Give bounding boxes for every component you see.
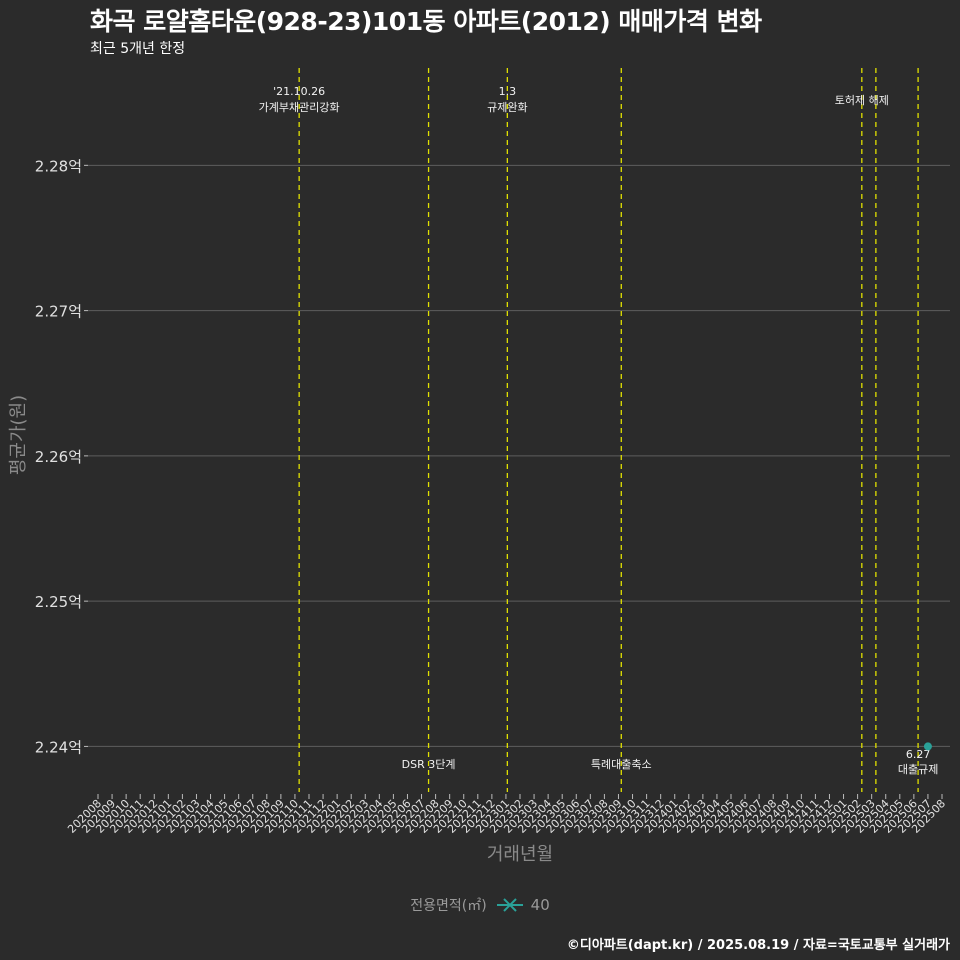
annotation-label: '21.10.26 [273,85,325,98]
legend-entry-label: 40 [530,896,550,914]
y-tick-label: 2.26억 [35,448,82,466]
y-tick-label: 2.25억 [35,593,82,611]
data-point [923,742,932,751]
annotation-label: 토허제 해제 [835,93,889,107]
annotation-label: 규제완화 [487,101,527,114]
annotation-label: 6.27 [906,748,931,761]
grid-layer [84,164,950,747]
y-tick-labels: 2.24억 2.25억 2.26억 2.27억 2.28억 [35,157,82,756]
annotation-label: 대출규제 [898,763,938,776]
y-tick-label: 2.28억 [35,157,82,175]
policy-lines [298,68,919,792]
chart-subtitle: 최근 5개년 한정 [90,41,186,57]
chart-title: 화곡 로얄홈타운(928-23)101동 아파트(2012) 매매가격 변화 [90,7,762,36]
x-axis-title: 거래년월 [487,844,553,865]
annotation-label: 1.3 [499,85,517,98]
annotation-label: 특례대출축소 [591,758,652,771]
annotation-label: DSR 3단계 [402,758,456,771]
annotation-label: 가계부채관리강화 [259,101,340,114]
series-layer [923,742,932,751]
y-axis-title: 평균가(원) [8,395,29,475]
x-tick-labels: 2020082020092020102020112020122021012021… [65,794,948,836]
footer-credit: ©디아파트(dapt.kr) / 2025.08.19 / 자료=국토교통부 실… [566,938,950,953]
legend-key-icon [496,898,523,912]
legend: 전용면적(㎡) 40 [0,894,960,916]
y-tick-label: 2.24억 [35,738,82,756]
y-tick-label: 2.27억 [35,303,82,321]
legend-title: 전용면적(㎡) [410,898,487,914]
